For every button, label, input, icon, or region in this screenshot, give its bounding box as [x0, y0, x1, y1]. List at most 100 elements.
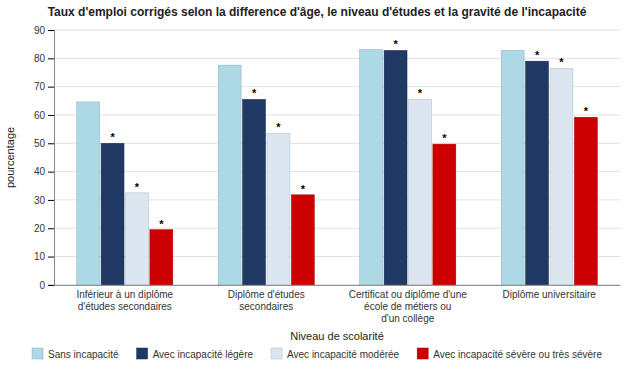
bars: [77, 50, 598, 285]
y-tick: 90: [34, 25, 54, 36]
chart-container: Taux d'emploi corrigés selon la differen…: [0, 0, 634, 369]
y-tick-label: 60: [34, 110, 46, 121]
y-tick: 30: [34, 195, 54, 206]
y-tick-label: 50: [34, 138, 46, 149]
bar: [433, 144, 456, 285]
x-tick-label: Inférieur à un diplômed'études secondair…: [76, 289, 173, 312]
y-tick: 60: [34, 110, 54, 121]
bar: [360, 50, 383, 285]
y-tick-mark: [48, 172, 54, 173]
bar: [101, 143, 124, 285]
value-label: *: [135, 181, 140, 193]
y-tick-mark: [48, 58, 54, 59]
value-label-series: * * * *: [159, 105, 589, 229]
bar: [243, 99, 266, 285]
y-axis-line: [48, 31, 55, 286]
text-line: Diplôme d'études: [228, 289, 305, 300]
grid-line: [54, 30, 620, 31]
bar: [291, 195, 314, 285]
y-tick-label: 20: [34, 223, 46, 234]
bar: [218, 65, 241, 285]
y-tick-mark: [48, 228, 54, 229]
text-line: Taux d'emploi corrigés selon la differen…: [48, 5, 587, 19]
y-tick: 70: [34, 81, 54, 92]
x-tick: Diplôme universitaire: [503, 285, 597, 300]
legend-item: Avec incapacité modérée: [271, 348, 400, 360]
y-tick-label: 80: [34, 53, 46, 64]
bar: [550, 68, 573, 285]
x-axis-title: Niveau de scolarité: [290, 330, 384, 342]
grid: [54, 30, 620, 285]
value-label: *: [276, 121, 281, 133]
bar-series: [125, 68, 572, 285]
bar: [125, 193, 148, 285]
bar: [501, 50, 524, 285]
bar-series: [77, 50, 524, 285]
y-axis: 0 10 20 30 40 50 60 70 80 90: [34, 25, 55, 291]
y-tick-label: 70: [34, 81, 46, 92]
legend-item: Avec incapacité sévère ou très sévère: [417, 348, 602, 360]
legend: Sans incapacité Avec incapacité légère Ave…: [32, 348, 602, 360]
bar: [384, 50, 407, 285]
bar: [408, 99, 431, 285]
y-tick: 10: [34, 251, 54, 262]
y-tick-label: 40: [34, 166, 46, 177]
y-tick-mark: [48, 30, 54, 31]
x-axis: Inférieur à un diplômed'études secondair…: [55, 285, 621, 324]
value-label: *: [442, 132, 447, 144]
legend-label: Avec incapacité sévère ou très sévère: [433, 349, 602, 360]
value-label: *: [418, 87, 423, 99]
bar: [77, 102, 100, 285]
y-tick-mark: [48, 87, 54, 88]
legend-swatch: [417, 348, 428, 359]
legend-label: Avec incapacité modérée: [287, 349, 400, 360]
value-label: *: [584, 105, 589, 117]
y-tick: 80: [34, 53, 54, 64]
legend-swatch: [137, 348, 148, 359]
value-label: *: [110, 131, 115, 143]
plot-area: 0102030405060708090************: [34, 25, 620, 291]
value-label-series: * * * *: [110, 38, 540, 143]
text-line: Inférieur à un diplôme: [76, 289, 173, 300]
y-tick: 20: [34, 223, 54, 234]
value-label-series: * * * *: [135, 56, 564, 193]
y-tick-mark: [48, 257, 54, 258]
x-tick: Inférieur à un diplômed'études secondair…: [76, 285, 173, 312]
y-tick-mark: [48, 200, 54, 201]
text-line: secondaires: [239, 301, 293, 312]
bar-series: [101, 50, 548, 285]
chart-svg: Taux d'emploi corrigés selon la differen…: [0, 0, 634, 369]
value-label: *: [535, 49, 540, 61]
bar: [267, 133, 290, 285]
y-tick-label: 30: [34, 195, 46, 206]
y-tick-label: 0: [39, 280, 45, 291]
y-tick-mark: [48, 285, 54, 286]
bar-series: [150, 117, 597, 285]
x-axis-line: [55, 285, 621, 286]
text-line: école de métiers ou: [364, 301, 451, 312]
value-label: *: [252, 87, 257, 99]
y-tick-label: 10: [34, 251, 46, 262]
bar: [526, 61, 549, 285]
text-line: Certificat ou diplôme d'une: [349, 289, 468, 300]
bar: [150, 230, 173, 285]
legend-item: Avec incapacité légère: [137, 348, 254, 360]
legend-swatch: [32, 348, 43, 359]
legend-label: Sans incapacité: [48, 349, 119, 360]
value-label: *: [301, 183, 306, 195]
text-line: d'un collège: [381, 313, 435, 324]
text-line: d'études secondaires: [78, 301, 172, 312]
x-tick: Certificat ou diplôme d'uneécole de méti…: [349, 285, 468, 324]
y-tick-mark: [48, 115, 54, 116]
y-tick: 0: [39, 280, 54, 291]
text-line: Diplôme universitaire: [503, 289, 597, 300]
y-tick: 50: [34, 138, 54, 149]
x-tick-label: Diplôme d'étudessecondaires: [228, 289, 305, 312]
bar: [574, 117, 597, 285]
x-tick-label: Diplôme universitaire: [503, 289, 597, 300]
legend-item: Sans incapacité: [32, 348, 119, 360]
value-label: *: [159, 218, 164, 230]
y-axis-title: pourcentage: [4, 127, 16, 188]
value-label: *: [559, 56, 564, 68]
x-tick: Diplôme d'étudessecondaires: [228, 285, 305, 312]
